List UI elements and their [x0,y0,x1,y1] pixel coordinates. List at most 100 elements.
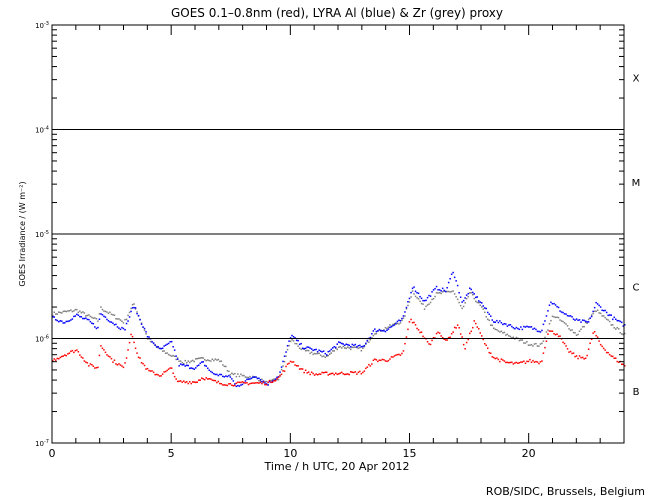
data-point [231,372,233,374]
data-point [438,289,441,291]
data-point [231,378,233,380]
data-point [315,348,317,351]
data-point [432,298,435,300]
data-point [431,291,433,293]
data-point [583,325,585,328]
data-point [476,301,478,304]
data-point [210,360,212,362]
data-point [621,321,623,324]
data-point [342,343,344,345]
data-point [357,347,360,350]
data-point [396,322,399,325]
data-point [193,360,195,363]
data-point [515,326,518,329]
data-point [61,355,63,358]
data-point [450,290,453,293]
data-point [70,319,72,321]
data-point [163,371,165,373]
data-point [65,320,67,323]
data-point [443,290,445,292]
data-point [494,328,496,331]
data-point [279,371,281,373]
data-point [116,326,119,328]
data-point [228,370,230,373]
data-point [270,381,272,384]
data-point [389,326,391,329]
data-point [292,361,295,363]
data-point [173,375,176,378]
data-point [581,356,584,359]
data-point [58,311,60,313]
data-point [91,322,93,324]
data-point [348,373,350,376]
data-point [547,310,549,312]
data-point [509,324,512,326]
data-point [80,316,83,318]
data-point [571,329,573,331]
data-point [208,369,210,371]
data-point [482,338,484,341]
data-point [229,373,232,376]
data-point [586,322,588,324]
data-point [112,361,114,363]
data-point [622,325,624,327]
data-point [303,371,305,374]
data-point [509,335,512,338]
data-point [285,351,287,353]
data-point [98,318,101,320]
data-point [374,328,376,330]
data-point [356,373,358,375]
data-point [473,320,475,322]
data-point [146,336,149,338]
data-point [199,357,201,359]
data-point [602,315,605,317]
data-point [106,311,108,313]
data-point [259,381,262,384]
data-point [289,340,292,343]
data-point [282,360,284,363]
data-point [119,328,122,331]
data-point [176,380,179,383]
data-point [497,330,500,332]
data-point [472,291,474,294]
data-point [499,360,501,363]
data-point [354,346,357,348]
data-point [184,359,186,362]
data-point [85,315,87,317]
data-point [139,318,141,321]
data-point [232,373,235,376]
data-point [506,325,509,327]
data-point [569,350,572,353]
data-point [198,357,200,360]
data-point [271,381,274,383]
data-point [478,302,480,304]
data-point [610,355,612,357]
data-point [392,323,394,326]
data-point [584,321,587,324]
data-point [512,336,515,338]
data-point [208,359,210,362]
data-point [616,326,618,329]
data-point [389,358,391,360]
data-point [469,292,471,294]
data-point [514,328,516,330]
data-point [122,322,125,324]
data-point [459,304,462,307]
data-point [201,377,203,379]
data-point [306,346,308,348]
data-point [170,367,173,369]
data-point [86,362,89,364]
data-point [538,345,540,347]
data-point [377,360,379,363]
data-point [562,341,564,344]
data-point [387,328,390,330]
data-point [452,331,454,333]
data-point [330,352,332,354]
data-point [354,343,357,346]
data-point [196,381,198,383]
data-point [419,331,421,334]
data-point [553,316,555,318]
data-point [422,335,424,338]
data-point [503,323,506,325]
